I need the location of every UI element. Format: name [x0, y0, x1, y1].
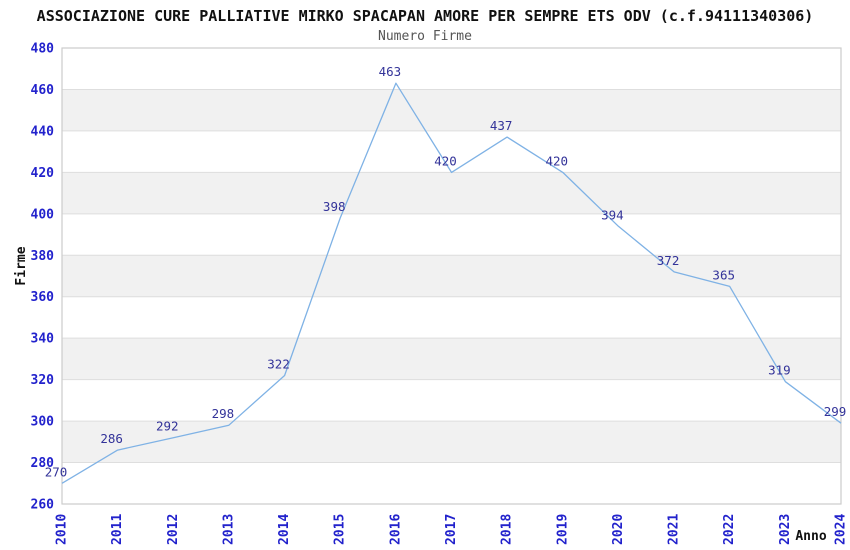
x-tick-label: 2012 — [166, 514, 181, 545]
grid-band — [62, 255, 841, 297]
y-tick-label: 300 — [31, 415, 55, 430]
y-tick-label: 440 — [31, 124, 55, 139]
y-tick-label: 280 — [31, 456, 55, 471]
x-tick-label: 2015 — [333, 514, 348, 545]
x-tick-label: 2021 — [667, 514, 682, 545]
grid-band — [62, 338, 841, 380]
data-label: 299 — [824, 404, 847, 419]
x-axis-title: Anno — [795, 529, 826, 544]
grid-band — [62, 89, 841, 131]
data-label: 463 — [379, 64, 402, 79]
x-tick-label: 2024 — [834, 514, 849, 545]
data-label: 286 — [100, 431, 123, 446]
x-tick-label: 2020 — [611, 514, 626, 545]
data-label: 420 — [434, 153, 457, 168]
x-tick-label: 2013 — [221, 514, 236, 545]
grid-band — [62, 421, 841, 463]
chart-title: ASSOCIAZIONE CURE PALLIATIVE MIRKO SPACA… — [36, 7, 814, 25]
data-label: 292 — [156, 419, 179, 434]
y-tick-label: 420 — [31, 166, 55, 181]
grid-band — [62, 172, 841, 214]
x-tick-label: 2023 — [778, 514, 793, 545]
y-tick-label: 380 — [31, 249, 55, 264]
x-tick-label: 2014 — [277, 514, 292, 545]
x-tick-label: 2011 — [110, 514, 125, 545]
y-axis-title: Firme — [14, 246, 29, 285]
data-label: 298 — [212, 406, 235, 421]
x-tick-label: 2018 — [500, 514, 515, 545]
data-label: 270 — [45, 464, 68, 479]
data-label: 398 — [323, 199, 346, 214]
y-tick-label: 320 — [31, 373, 55, 388]
x-tick-label: 2022 — [722, 514, 737, 545]
data-label: 322 — [267, 356, 290, 371]
y-tick-label: 260 — [31, 498, 55, 513]
series-line-firme — [61, 82, 842, 484]
y-tick-label: 480 — [31, 42, 55, 57]
y-tick-label: 460 — [31, 83, 55, 98]
x-tick-label: 2017 — [444, 514, 459, 545]
data-label: 372 — [657, 253, 680, 268]
data-label: 420 — [545, 153, 568, 168]
y-tick-label: 340 — [31, 332, 55, 347]
x-tick-label: 2016 — [388, 514, 403, 545]
data-label: 319 — [768, 363, 791, 378]
y-tick-label: 360 — [31, 290, 55, 305]
y-tick-label: 400 — [31, 207, 55, 222]
x-tick-label: 2019 — [555, 514, 570, 545]
data-label: 394 — [601, 207, 624, 222]
chart-subtitle: Numero Firme — [378, 29, 472, 44]
data-label: 437 — [490, 118, 513, 133]
data-label: 365 — [712, 267, 735, 282]
x-tick-label: 2010 — [55, 514, 70, 545]
plot-area-border — [61, 47, 842, 505]
